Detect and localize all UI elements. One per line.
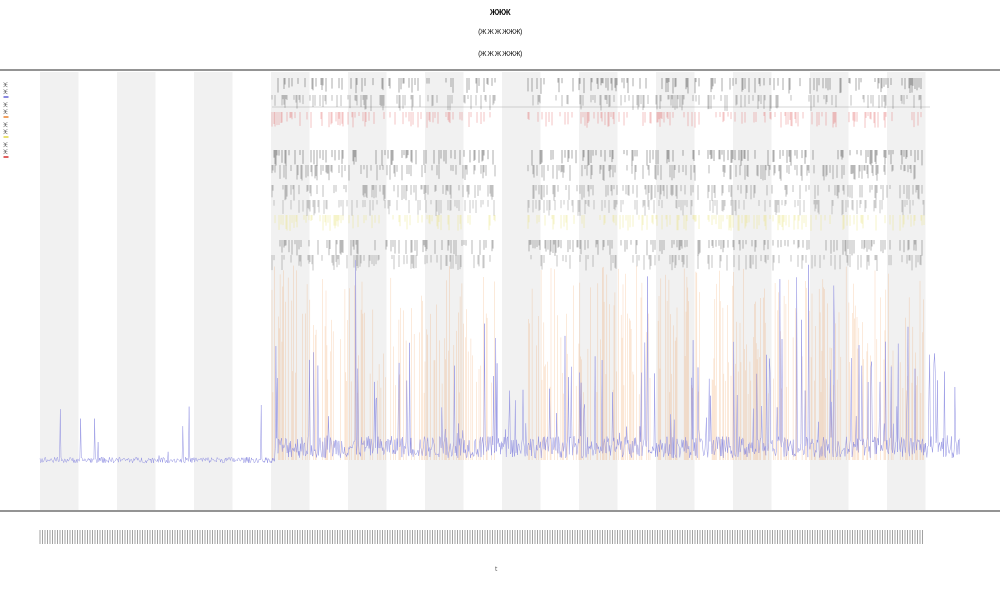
shaded-band <box>579 72 618 510</box>
chart-subtitle-2: (Ж Ж Ж ЖЖЖ) <box>478 51 522 58</box>
rug-row <box>279 240 923 256</box>
shaded-band <box>656 72 695 510</box>
rug-row <box>271 95 922 111</box>
rug-row <box>273 150 923 166</box>
event-rug <box>271 78 925 271</box>
x-tick-labels <box>39 530 923 544</box>
series-orange <box>271 265 924 460</box>
rug-row <box>271 255 922 271</box>
shaded-bands <box>40 72 926 510</box>
chart-subtitle-1: (Ж Ж Ж ЖЖЖ) <box>478 29 522 36</box>
x-axis-title: t <box>495 566 498 573</box>
rug-row <box>277 78 922 94</box>
shaded-band <box>194 72 233 510</box>
shaded-band <box>502 72 541 510</box>
rug-row <box>271 112 922 128</box>
blue-series-line <box>39 260 961 464</box>
series-blue <box>39 260 961 464</box>
rug-row <box>274 215 925 231</box>
shaded-band <box>348 72 387 510</box>
shaded-band <box>810 72 849 510</box>
shaded-band <box>271 72 310 510</box>
rug-row <box>273 200 925 216</box>
shaded-band <box>117 72 156 510</box>
rug-row <box>271 165 916 181</box>
shaded-band <box>40 72 79 510</box>
chart-title: ЖЖЖ <box>489 8 511 17</box>
orange-spikes <box>271 265 924 460</box>
x-tick-marks <box>39 530 923 544</box>
rug-row <box>271 185 923 201</box>
